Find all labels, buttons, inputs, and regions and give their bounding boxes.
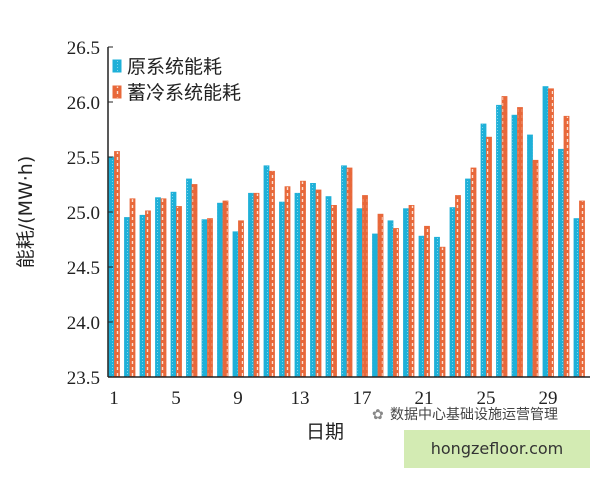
bar-storage-day-3 — [145, 210, 151, 378]
y-tick-label: 26.5 — [67, 38, 100, 59]
bar-storage-day-14 — [315, 189, 322, 378]
x-tick-label: 25 — [477, 388, 496, 409]
bar-storage-day-10 — [253, 192, 260, 378]
bar-storage-day-19 — [393, 228, 399, 378]
bar-original-day-2 — [124, 217, 130, 378]
x-tick-label: 17 — [353, 388, 372, 409]
bar-storage-day-26 — [501, 96, 508, 378]
legend-swatch — [112, 59, 122, 73]
watermark-text: 数据中心基础设施运营管理 — [390, 407, 558, 423]
bar-storage-day-11 — [269, 170, 275, 378]
bar-storage-day-17 — [362, 195, 368, 378]
bar-original-day-8 — [217, 202, 223, 378]
bar-storage-day-13 — [300, 180, 306, 378]
bar-original-day-22 — [434, 236, 440, 378]
bar-storage-day-15 — [331, 204, 337, 378]
bar-original-day-12 — [279, 201, 285, 378]
bar-original-day-13 — [294, 192, 301, 378]
bar-storage-day-12 — [284, 186, 291, 378]
bar-storage-day-7 — [207, 218, 213, 378]
site-badge: hongzefloor.com — [404, 430, 590, 468]
bar-original-day-6 — [186, 178, 192, 378]
bar-original-day-18 — [372, 233, 378, 378]
x-tick-label: 9 — [233, 388, 243, 409]
bar-original-day-24 — [465, 178, 471, 378]
y-tick-label: 25.5 — [67, 148, 100, 169]
bar-storage-day-23 — [455, 195, 461, 378]
bar-storage-day-30 — [563, 115, 570, 378]
bar-original-day-23 — [449, 207, 456, 378]
bar-storage-day-6 — [191, 184, 198, 378]
bar-original-day-17 — [356, 208, 363, 378]
bar-storage-day-24 — [470, 167, 477, 378]
bar-original-day-28 — [527, 134, 533, 378]
bar-original-day-19 — [387, 220, 394, 378]
bar-storage-day-4 — [160, 198, 167, 378]
bar-storage-day-8 — [222, 200, 229, 378]
bar-original-day-14 — [310, 182, 316, 378]
legend-label: 原系统能耗 — [127, 56, 222, 78]
bar-storage-day-16 — [346, 167, 353, 378]
x-tick-label: 29 — [539, 388, 558, 409]
x-tick-label: 13 — [291, 388, 310, 409]
y-tick-label: 26.0 — [67, 93, 100, 114]
bar-original-day-10 — [248, 192, 254, 378]
bar-original-day-27 — [511, 114, 518, 378]
x-axis-label: 日期 — [306, 421, 344, 443]
wechat-icon: ✿ — [372, 407, 384, 423]
bar-original-day-4 — [155, 197, 161, 378]
legend-label: 蓄冷系统能耗 — [127, 82, 241, 104]
bar-storage-day-9 — [238, 220, 244, 378]
bar-storage-day-27 — [517, 107, 523, 378]
bar-original-day-15 — [325, 196, 332, 378]
bar-original-day-25 — [480, 123, 487, 378]
bar-storage-day-25 — [486, 136, 492, 378]
bar-original-day-11 — [263, 165, 270, 378]
bar-original-day-9 — [232, 231, 239, 378]
bar-original-day-16 — [341, 165, 347, 378]
x-tick-label: 1 — [109, 388, 119, 409]
bar-storage-day-21 — [424, 225, 430, 378]
bar-original-day-21 — [418, 235, 425, 378]
bar-storage-day-18 — [377, 213, 384, 378]
bar-storage-day-20 — [408, 204, 415, 378]
bar-original-day-29 — [542, 86, 549, 378]
x-tick-label: 21 — [415, 388, 434, 409]
watermark: ✿ 数据中心基础设施运营管理 — [372, 404, 558, 424]
bar-storage-day-22 — [439, 246, 446, 378]
bar-storage-day-1 — [114, 151, 120, 378]
bar-original-day-5 — [170, 191, 177, 378]
bar-original-day-30 — [558, 148, 564, 378]
bar-original-day-26 — [496, 104, 502, 378]
y-tick-label: 24.0 — [67, 313, 100, 334]
bar-storage-day-28 — [532, 159, 539, 378]
bar-original-day-7 — [201, 219, 208, 378]
bar-storage-day-2 — [129, 198, 136, 378]
y-tick-label: 24.5 — [67, 258, 100, 279]
x-tick-label: 5 — [171, 388, 181, 409]
bar-storage-day-5 — [176, 206, 182, 378]
legend-swatch — [112, 85, 122, 99]
bar-original-day-3 — [139, 214, 146, 378]
bar-original-day-31 — [573, 218, 580, 378]
y-tick-label: 23.5 — [67, 368, 100, 389]
bar-storage-day-31 — [579, 200, 585, 378]
bar-original-day-20 — [403, 208, 409, 378]
y-axis-label: 能耗/(MW·h) — [15, 156, 37, 269]
bar-storage-day-29 — [548, 88, 554, 378]
y-tick-label: 25.0 — [67, 203, 100, 224]
